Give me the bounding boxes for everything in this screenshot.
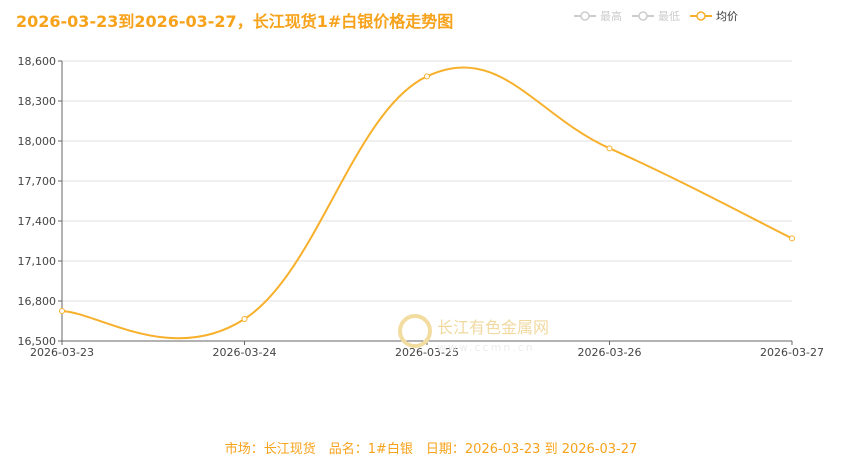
data-point: [241, 316, 248, 322]
data-point: [424, 73, 430, 80]
series-line: [61, 66, 793, 340]
watermark-url: www.ccmn.cn: [437, 341, 535, 354]
data-point: [606, 145, 613, 152]
x-tick-label: 2026-03-26: [578, 346, 642, 359]
data-point: [789, 235, 795, 242]
y-tick-label: 17,100: [18, 255, 57, 268]
legend-line-circle-icon: [632, 11, 654, 21]
x-tick-label: 2026-03-24: [213, 346, 277, 359]
y-tick-label: 17,700: [18, 175, 57, 188]
y-tick-label: 18,300: [18, 95, 57, 108]
y-tick-label: 17,400: [18, 215, 57, 228]
legend-line-circle-icon: [690, 11, 712, 21]
legend-label: 最低: [658, 10, 680, 23]
legend-item[interactable]: 最低: [632, 8, 680, 24]
y-tick-label: 16,500: [18, 335, 57, 348]
legend: 最高 最低 均价: [574, 8, 738, 24]
y-tick-label: 18,000: [18, 135, 57, 148]
watermark-logo-icon: [398, 314, 432, 348]
y-tick-label: 18,600: [18, 55, 57, 68]
legend-item[interactable]: 均价: [690, 8, 738, 24]
legend-label: 最高: [600, 10, 622, 23]
x-tick-label: 2026-03-27: [760, 346, 824, 359]
legend-label: 均价: [716, 10, 738, 23]
watermark-text: 长江有色金属网: [437, 318, 549, 337]
chart-title: 2026-03-23到2026-03-27，长江现货1#白银价格走势图: [16, 12, 454, 31]
y-tick-label: 16,800: [18, 295, 57, 308]
footer-info: 市场：长江现货 品名：1#白银 日期：2026-03-23 到 2026-03-…: [224, 442, 638, 457]
x-tick-label: 2026-03-23: [30, 346, 94, 359]
legend-item[interactable]: 最高: [574, 8, 622, 24]
x-tick-label: 2026-03-25: [395, 346, 459, 359]
data-point: [59, 308, 65, 314]
legend-line-circle-icon: [574, 11, 596, 21]
